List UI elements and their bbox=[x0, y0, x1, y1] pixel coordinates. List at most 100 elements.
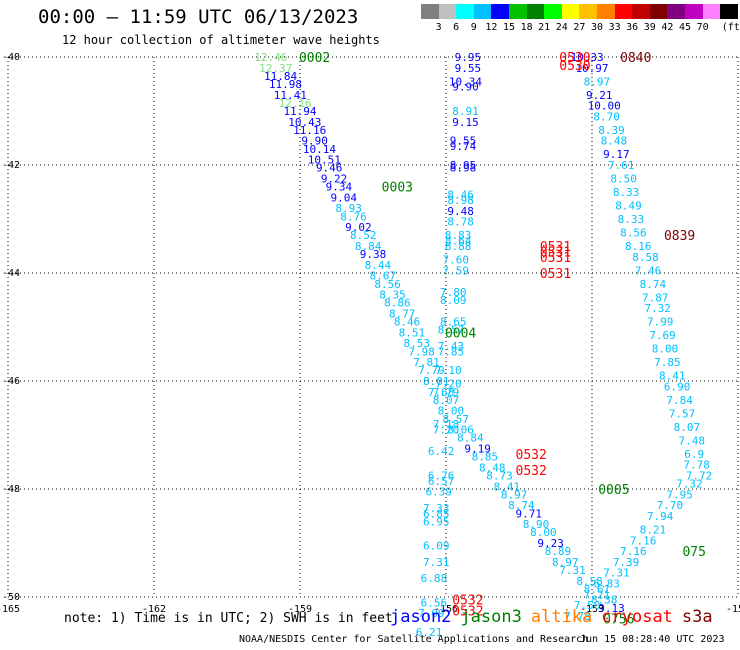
page-subtitle: 12 hour collection of altimeter wave hei… bbox=[62, 33, 380, 47]
time-label: 0532 bbox=[452, 605, 483, 620]
wave-height-value: 9.21 bbox=[586, 89, 613, 102]
wave-height-value: 9.95 bbox=[455, 51, 482, 64]
wave-height-value: 11.94 bbox=[283, 105, 316, 118]
wave-height-value: 8.41 bbox=[494, 480, 521, 493]
wave-height-value: 8.91 bbox=[452, 105, 479, 118]
wave-height-value: 8.61 bbox=[584, 583, 611, 596]
wave-height-value: 6.90 bbox=[664, 380, 691, 393]
wave-height-value: 8.57 bbox=[442, 413, 469, 426]
wave-height-value: 8.21 bbox=[640, 524, 667, 537]
wave-height-value: 7.20 bbox=[435, 378, 462, 391]
wave-height-value: 9.38 bbox=[360, 248, 387, 261]
wave-height-value: 7.50 bbox=[574, 599, 601, 612]
time-label: 0532 bbox=[516, 464, 547, 479]
wave-height-value: 8.06 bbox=[447, 424, 474, 437]
time-label: 0840 bbox=[620, 51, 651, 66]
wave-height-value: 8.33 bbox=[613, 186, 640, 199]
wave-height-value: 8.53 bbox=[404, 337, 431, 350]
wave-height-value: 8.07 bbox=[674, 421, 701, 434]
time-label: 0532 bbox=[516, 448, 547, 463]
wave-height-value: 8.46 bbox=[394, 316, 421, 329]
wave-height-value: 8.46 bbox=[447, 189, 474, 202]
wave-height-value: 7.32 bbox=[644, 302, 671, 315]
legend-swatch bbox=[473, 4, 492, 19]
satellite-legend-entry: s3a bbox=[681, 607, 713, 627]
wave-height-value: 7.87 bbox=[642, 291, 669, 304]
longitude-tick-label: -162 bbox=[142, 604, 166, 615]
wave-height-value: 7.57 bbox=[669, 407, 696, 420]
wave-height-value: 7.39 bbox=[613, 556, 640, 569]
wave-height-value: 6.76 bbox=[428, 470, 455, 483]
wave-height-value: 7.21 bbox=[584, 588, 611, 601]
legend-swatch bbox=[667, 4, 685, 19]
page-title: 00:00 – 11:59 UTC 06/13/2023 bbox=[38, 6, 359, 28]
wave-height-value: 8.93 bbox=[335, 202, 362, 215]
longitude-tick-label: -165 bbox=[0, 604, 20, 615]
wave-height-value: 6.88 bbox=[421, 572, 448, 585]
footer-note: note: 1) Time is in UTC; 2) SWH is in fe… bbox=[64, 611, 393, 626]
wave-height-value: 6.85 bbox=[423, 507, 450, 520]
wave-height-value: 8.98 bbox=[450, 162, 477, 175]
latitude-tick-label: -50 bbox=[2, 592, 20, 603]
wave-height-value: 7.10 bbox=[435, 364, 462, 377]
wave-height-value: 9.90 bbox=[452, 81, 479, 94]
wave-height-value: 10.34 bbox=[449, 75, 482, 88]
wave-height-value: 7.16 bbox=[620, 545, 647, 558]
wave-height-value: 8.50 bbox=[610, 173, 637, 186]
wave-height-value: 9.34 bbox=[326, 181, 353, 194]
wave-height-value: 7.46 bbox=[635, 264, 662, 277]
wave-height-value: 7.31 bbox=[603, 567, 630, 580]
wave-height-value: 8.52 bbox=[350, 229, 377, 242]
wave-height-value: 7.80 bbox=[440, 286, 467, 299]
wave-height-value: 8.35 bbox=[379, 289, 406, 302]
wave-height-value: 8.48 bbox=[601, 135, 628, 148]
legend-swatch bbox=[544, 4, 562, 19]
wave-height-value: 12.37 bbox=[259, 62, 292, 75]
wave-height-value: 8.88 bbox=[445, 240, 472, 253]
wave-height-value: 6.95 bbox=[423, 515, 450, 528]
legend-tick-label: 70 bbox=[696, 22, 709, 33]
wave-height-value: 6.57 bbox=[428, 475, 455, 488]
legend-swatch bbox=[596, 4, 615, 19]
wave-height-value: 10.00 bbox=[588, 100, 621, 113]
generated-time: Jun 15 08:28:40 UTC 2023 bbox=[580, 634, 725, 645]
latitude-tick-label: -48 bbox=[2, 484, 20, 495]
wave-height-value: 8.98 bbox=[447, 194, 474, 207]
legend-swatch bbox=[421, 4, 439, 19]
wave-height-value: 8.44 bbox=[365, 259, 392, 272]
wave-height-value: 9.04 bbox=[331, 191, 358, 204]
wave-height-value: 7.99 bbox=[647, 316, 674, 329]
legend-tick-label: 6 bbox=[453, 22, 460, 33]
time-label: 0003 bbox=[382, 181, 413, 196]
wave-height-value: 8.90 bbox=[523, 518, 550, 531]
wave-height-value: 6.56 bbox=[421, 596, 448, 609]
legend-swatch bbox=[632, 4, 650, 19]
wave-height-value: 8.16 bbox=[625, 240, 652, 253]
satellite-legend-entry: jason3 bbox=[460, 607, 522, 627]
wave-height-value: 7.95 bbox=[666, 488, 693, 501]
wave-height-value: 8.39 bbox=[598, 124, 625, 137]
wave-height-value: 7.69 bbox=[649, 329, 676, 342]
satellite-legend-entry: jason2 bbox=[390, 607, 452, 627]
legend-swatch bbox=[684, 4, 703, 19]
time-labels: 0002000300040005075607505300530053105310… bbox=[299, 51, 706, 628]
legend-swatch bbox=[526, 4, 545, 19]
wave-height-value: 8.97 bbox=[501, 488, 528, 501]
legend-swatch bbox=[438, 4, 457, 19]
legend-tick-label: 3 bbox=[435, 22, 442, 33]
legend-swatch bbox=[508, 4, 527, 19]
wave-height-value: 8.65 bbox=[440, 316, 467, 329]
wave-height-value: 8.84 bbox=[355, 240, 382, 253]
wave-height-value: 8.97 bbox=[552, 556, 579, 569]
time-label: 0005 bbox=[598, 483, 629, 498]
latitude-tick-label: -46 bbox=[2, 376, 20, 387]
wave-height-value: 8.83 bbox=[445, 229, 472, 242]
credit-text: NOAA/NESDIS Center for Satellite Applica… bbox=[239, 634, 589, 645]
wave-height-value: 12.46 bbox=[254, 51, 287, 64]
legend-tick-label: 18 bbox=[520, 22, 533, 33]
legend-tick-label: 39 bbox=[643, 22, 656, 33]
wave-height-value: 7.33 bbox=[423, 502, 450, 515]
wave-height-value: 11.16 bbox=[293, 124, 326, 137]
